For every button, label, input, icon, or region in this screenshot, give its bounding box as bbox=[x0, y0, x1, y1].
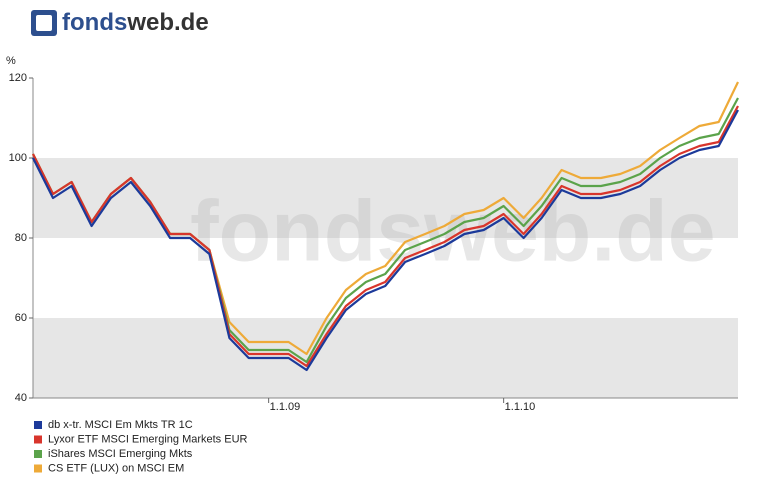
series-line bbox=[32, 109, 739, 372]
grid-band bbox=[33, 318, 738, 398]
legend-label: iShares MSCI Emerging Mkts bbox=[48, 448, 193, 460]
y-axis-label: % bbox=[6, 55, 16, 67]
grid-band bbox=[33, 158, 738, 238]
y-tick-label: 80 bbox=[15, 232, 27, 244]
legend-swatch bbox=[34, 421, 42, 429]
legend-swatch bbox=[34, 450, 42, 458]
plot: fondsweb.de 40 60 80 100 120 1.1.09 1.1.10 bbox=[9, 72, 739, 413]
series-line bbox=[32, 105, 739, 368]
y-tick-label: 60 bbox=[15, 312, 27, 324]
logo-part: fonds bbox=[62, 9, 127, 36]
logo: fondsweb.de bbox=[62, 9, 209, 36]
logo-part: web.de bbox=[126, 9, 208, 36]
watermark: fondsweb.de bbox=[190, 184, 716, 280]
legend-label: Lyxor ETF MSCI Emerging Markets EUR bbox=[48, 433, 248, 445]
legend-swatch bbox=[34, 435, 42, 444]
x-tick-label: 1.1.09 bbox=[270, 401, 301, 413]
legend-label: CS ETF (LUX) on MSCI EM bbox=[48, 462, 184, 474]
legend-swatch bbox=[34, 464, 42, 473]
y-tick-label: 120 bbox=[9, 72, 27, 84]
logo-icon-inner bbox=[36, 15, 52, 31]
y-tick-label: 100 bbox=[9, 152, 27, 164]
y-tick-label: 40 bbox=[15, 392, 27, 404]
x-tick-label: 1.1.10 bbox=[505, 401, 536, 413]
legend-label: db x-tr. MSCI Em Mkts TR 1C bbox=[48, 419, 193, 431]
